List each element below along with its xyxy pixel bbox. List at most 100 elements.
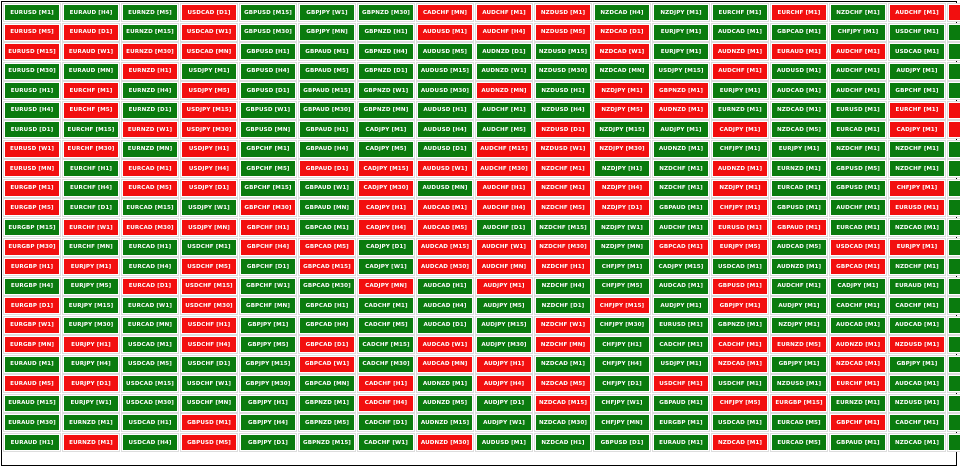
pair-tile[interactable]: NZDCAD [M1] [830,355,886,373]
pair-tile[interactable]: AUDCAD [H4] [417,297,473,315]
pair-tile[interactable]: EURUSD [W1] [4,140,60,158]
pair-tile[interactable]: EURAUD [W1] [63,43,119,61]
pair-tile[interactable]: AUDCAD [M1] [830,316,886,334]
pair-tile[interactable]: EURUSD [M1] [653,316,709,334]
pair-tile[interactable] [948,297,960,315]
pair-tile[interactable]: AUDJPY [M1] [889,62,945,80]
pair-tile[interactable]: GBPNZD [M30] [358,4,414,21]
pair-tile[interactable]: USDCHF [W1] [181,375,237,393]
pair-tile[interactable] [948,316,960,334]
pair-tile[interactable] [948,394,960,412]
pair-tile[interactable]: AUDUSD [M1] [771,62,827,80]
pair-tile[interactable]: EURNZD [H4] [122,82,178,100]
pair-tile[interactable]: USDCHF [M1] [889,23,945,41]
pair-tile[interactable]: GBPNZD [H1] [358,23,414,41]
pair-tile[interactable]: GBPCHF [H4] [240,238,296,256]
pair-tile[interactable]: CHFJPY [M15] [594,297,650,315]
pair-tile[interactable]: EURJPY [D1] [63,375,119,393]
pair-tile[interactable]: NZDCHF [M15] [535,219,591,237]
pair-tile[interactable]: EURNZD [W1] [122,121,178,139]
pair-tile[interactable]: EURUSD [H4] [4,101,60,119]
pair-tile[interactable]: AUDCHF [M1] [830,62,886,80]
pair-tile[interactable]: CADCHF [M5] [358,316,414,334]
pair-tile[interactable] [948,140,960,158]
pair-tile[interactable]: GBPNZD [M15] [299,434,355,452]
pair-tile[interactable]: AUDCHF [M30] [476,160,532,178]
pair-tile[interactable]: AUDCAD [MN] [417,355,473,373]
pair-tile[interactable]: AUDCHF [M5] [476,121,532,139]
pair-tile[interactable]: NZDJPY [M1] [712,179,768,197]
pair-tile[interactable]: EURCHF [M1] [771,4,827,21]
pair-tile[interactable]: CADCHF [W1] [358,434,414,452]
pair-tile[interactable] [948,82,960,100]
pair-tile[interactable]: GBPCHF [W1] [240,277,296,295]
pair-tile[interactable]: GBPAUD [M1] [299,43,355,61]
pair-tile[interactable]: AUDCAD [M30] [417,258,473,276]
pair-tile[interactable]: AUDJPY [M1] [476,277,532,295]
pair-tile[interactable]: GBPAUD [H1] [299,121,355,139]
pair-tile[interactable]: CADCHF [M30] [358,355,414,373]
pair-tile[interactable]: AUDCAD [M1] [889,375,945,393]
pair-tile[interactable]: GBPUSD [M15] [240,4,296,21]
pair-tile[interactable]: GBPCHF [H1] [240,219,296,237]
pair-tile[interactable]: EURCAD [M1] [830,219,886,237]
pair-tile[interactable]: NZDJPY [H4] [594,179,650,197]
pair-tile[interactable]: GBPJPY [M30] [240,375,296,393]
pair-tile[interactable]: GBPJPY [M5] [240,336,296,354]
pair-tile[interactable]: AUDJPY [M5] [476,297,532,315]
pair-tile[interactable]: AUDUSD [M15] [417,62,473,80]
pair-tile[interactable]: NZDCHF [M1] [535,160,591,178]
pair-tile[interactable] [948,199,960,217]
pair-tile[interactable]: AUDUSD [M1] [476,434,532,452]
pair-tile[interactable] [948,258,960,276]
pair-tile[interactable]: EURJPY [M5] [712,238,768,256]
pair-tile[interactable]: AUDJPY [M1] [653,121,709,139]
pair-tile[interactable]: USDCAD [H4] [122,434,178,452]
pair-tile[interactable]: NZDUSD [H1] [535,82,591,100]
pair-tile[interactable]: EURUSD [M1] [4,4,60,21]
pair-tile[interactable]: AUDNZD [M1] [417,375,473,393]
pair-tile[interactable]: USDCAD [H1] [122,414,178,432]
pair-tile[interactable]: NZDUSD [D1] [535,121,591,139]
pair-tile[interactable]: GBPCHF [M1] [240,140,296,158]
pair-tile[interactable]: EURCAD [M1] [830,121,886,139]
pair-tile[interactable]: GBPCHF [M5] [240,160,296,178]
pair-tile[interactable]: NZDJPY [M1] [771,316,827,334]
pair-tile[interactable]: EURGBP [M15] [4,219,60,237]
pair-tile[interactable]: GBPJPY [H1] [240,394,296,412]
pair-tile[interactable]: AUDUSD [M5] [417,43,473,61]
pair-tile[interactable]: EURNZD [M15] [122,23,178,41]
pair-tile[interactable]: CADJPY [H1] [358,199,414,217]
pair-tile[interactable]: AUDCHF [M15] [476,140,532,158]
pair-tile[interactable]: CHFJPY [H1] [594,336,650,354]
pair-tile[interactable]: NZDCAD [H1] [535,434,591,452]
pair-tile[interactable]: GBPJPY [MN] [299,23,355,41]
pair-tile[interactable]: NZDJPY [W1] [594,219,650,237]
pair-tile[interactable]: NZDUSD [M1] [535,4,591,21]
pair-tile[interactable]: AUDNZD [MN] [476,82,532,100]
pair-tile[interactable]: USDCAD [W1] [181,23,237,41]
pair-tile[interactable]: USDCAD [D1] [181,4,237,21]
pair-tile[interactable]: NZDUSD [M1] [889,394,945,412]
pair-tile[interactable]: NZDCHF [M1] [830,140,886,158]
pair-tile[interactable]: CHFJPY [M1] [889,179,945,197]
pair-tile[interactable]: GBPNZD [H4] [358,43,414,61]
pair-tile[interactable]: EURAUD [H1] [4,434,60,452]
pair-tile[interactable] [948,43,960,61]
pair-tile[interactable]: EURCHF [M1] [63,82,119,100]
pair-tile[interactable]: NZDCHF [M1] [535,179,591,197]
pair-tile[interactable]: GBPCAD [W1] [299,355,355,373]
pair-tile[interactable]: USDCAD [M1] [712,414,768,432]
pair-tile[interactable]: EURCAD [W1] [122,297,178,315]
pair-tile[interactable]: AUDCAD [D1] [417,316,473,334]
pair-tile[interactable]: AUDNZD [M1] [653,140,709,158]
pair-tile[interactable]: CADCHF [H1] [358,375,414,393]
pair-tile[interactable]: GBPUSD [M1] [181,414,237,432]
pair-tile[interactable]: CHFJPY [M5] [712,394,768,412]
pair-tile[interactable]: AUDJPY [H1] [476,355,532,373]
pair-tile[interactable]: GBPAUD [M30] [299,101,355,119]
pair-tile[interactable]: GBPUSD [D1] [240,82,296,100]
pair-tile[interactable]: AUDCAD [M15] [417,238,473,256]
pair-tile[interactable]: GBPUSD [M30] [240,23,296,41]
pair-tile[interactable]: GBPNZD [M1] [712,316,768,334]
